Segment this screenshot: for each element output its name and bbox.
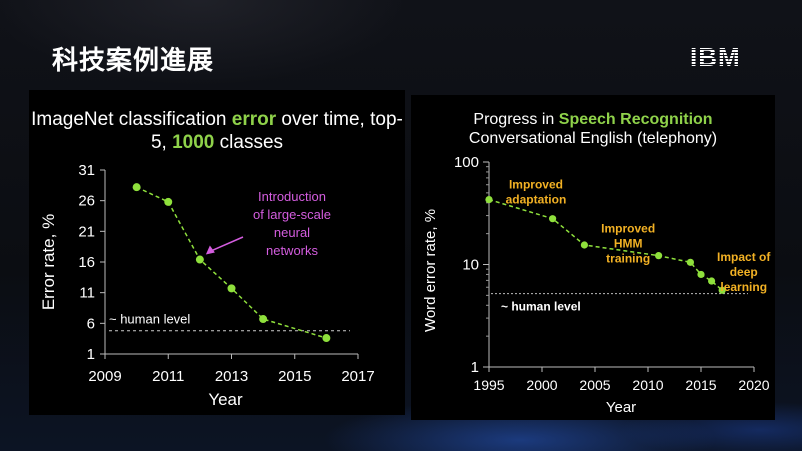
annotation-text: of large-scale [253, 207, 331, 222]
y-tick-label: 100 [454, 154, 479, 171]
data-point [259, 315, 268, 324]
y-tick-label: 11 [79, 285, 95, 302]
x-tick-label: 2013 [215, 368, 248, 385]
speech-chart-panel: Progress in Speech Recognition Conversat… [411, 95, 775, 420]
ibm-logo: IBM [690, 44, 741, 68]
data-point [164, 197, 173, 206]
annotation-arrow-line [211, 236, 244, 252]
data-point [132, 183, 141, 192]
data-point [227, 284, 236, 293]
slide-title: 科技案例進展 [52, 46, 215, 76]
series-line [136, 186, 327, 339]
human-level-label: ~ human level [501, 300, 581, 314]
y-tick-label: 6 [87, 315, 95, 332]
annotation-text: HMM [614, 237, 643, 251]
x-tick-label: 2010 [632, 377, 663, 393]
x-axis-label: Year [208, 390, 243, 409]
x-axis-label: Year [606, 399, 636, 416]
y-tick-label: 1 [471, 359, 479, 376]
y-tick-label: 21 [78, 223, 95, 240]
data-point [655, 252, 663, 260]
y-tick-label: 31 [78, 162, 95, 179]
x-tick-label: 2015 [278, 368, 311, 385]
data-point [697, 270, 705, 279]
y-tick-label: 10 [462, 257, 479, 274]
annotation-text: deep [730, 265, 758, 279]
annotation-text: neural [274, 225, 310, 240]
annotation-text: Impact of [717, 250, 771, 264]
annotation-arrowhead [205, 245, 215, 255]
x-tick-label: 2017 [341, 368, 374, 385]
data-point [549, 215, 557, 223]
speech-error-chart: 1 10 100 1995 2000 2005 2010 2015 2020 Year Word e… [422, 154, 771, 416]
human-level-label: ~ human level [109, 312, 190, 327]
x-tick-label: 2005 [579, 377, 610, 393]
annotation-text: Improved [601, 222, 655, 236]
imagenet-chart-panel: ImageNet classification error over time,… [29, 90, 405, 415]
y-tick-label: 16 [78, 254, 95, 271]
y-tick-label: 1 [87, 346, 95, 363]
series-line [488, 198, 723, 291]
annotation-text: training [606, 252, 650, 266]
data-point [485, 195, 493, 204]
annotation-text: networks [266, 243, 319, 258]
data-point [195, 255, 204, 264]
svg-text:IBM: IBM [690, 44, 741, 68]
annotation-text: adaptation [506, 193, 567, 207]
x-tick-label: 2009 [88, 368, 121, 385]
x-tick-label: 2015 [685, 377, 716, 393]
annotation-text: learning [720, 280, 767, 294]
data-point [322, 334, 331, 343]
x-tick-label: 2011 [152, 368, 184, 385]
speech-chart-title: Progress in Speech Recognition [473, 111, 713, 128]
y-tick-label: 26 [78, 193, 95, 210]
data-point [718, 286, 726, 294]
data-point [580, 241, 588, 249]
speech-chart-subtitle: Conversational English (telephony) [468, 130, 718, 147]
annotation-text: Introduction [258, 189, 326, 204]
annotation-text: Improved [509, 178, 563, 192]
imagenet-chart-title: ImageNet classification error over time,… [31, 109, 403, 153]
x-tick-label: 1995 [473, 377, 504, 393]
x-tick-label: 2000 [526, 377, 557, 393]
data-point [708, 277, 716, 285]
x-tick-label: 2020 [738, 377, 769, 393]
y-axis-label: Error rate, % [39, 214, 58, 310]
y-axis-label: Word error rate, % [422, 209, 439, 332]
data-point [686, 258, 694, 266]
